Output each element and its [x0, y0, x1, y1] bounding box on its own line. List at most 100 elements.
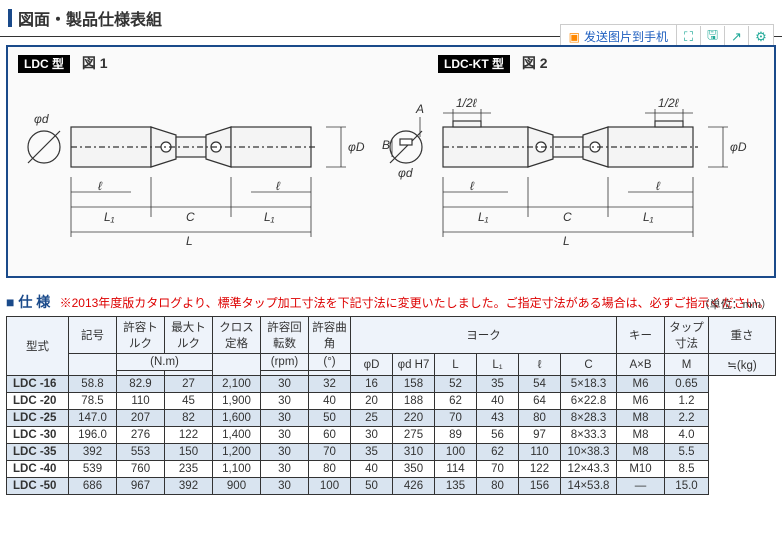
cell-value: 553: [117, 444, 165, 461]
cell-value: 350: [393, 461, 435, 478]
dim-phiD2: φD: [730, 140, 747, 154]
dim-L1c: L₁: [478, 210, 489, 224]
cell-value: 80: [477, 478, 519, 495]
cell-model: LDC -20: [7, 393, 69, 410]
table-row: LDC -5068696739290030100504261358015614×…: [7, 478, 776, 495]
cell-value: 135: [435, 478, 477, 495]
cell-value: 5×18.3: [561, 376, 617, 393]
spec-table: 型式 記号 許容トルク 最大トルク クロス定格 許容回転数 許容曲角 ヨーク キ…: [6, 316, 776, 495]
cell-value: 220: [393, 410, 435, 427]
cell-model: LDC -25: [7, 410, 69, 427]
cell-value: 35: [477, 376, 519, 393]
cell-value: 82.9: [117, 376, 165, 393]
cell-value: 760: [117, 461, 165, 478]
table-head: 型式 記号 許容トルク 最大トルク クロス定格 許容回転数 許容曲角 ヨーク キ…: [7, 317, 776, 376]
dim-phid2: φd: [398, 166, 413, 180]
cell-value: 8.5: [665, 461, 709, 478]
cell-value: 80: [519, 410, 561, 427]
cell-value: 156: [519, 478, 561, 495]
cell-value: 70: [477, 461, 519, 478]
page-title-text: 図面・製品仕様表組: [18, 6, 162, 30]
cell-value: 25: [351, 410, 393, 427]
cell-value: 1.2: [665, 393, 709, 410]
cell-value: 275: [393, 427, 435, 444]
h-model: 型式: [7, 317, 69, 376]
cell-value: 1,200: [213, 444, 261, 461]
h-y4: ℓ: [519, 354, 561, 376]
cell-value: 30: [261, 376, 309, 393]
cell-value: 310: [393, 444, 435, 461]
h-y5: C: [561, 354, 617, 376]
cell-value: 235: [165, 461, 213, 478]
h-cross: クロス定格: [213, 317, 261, 354]
cell-value: 392: [69, 444, 117, 461]
cell-value: 40: [477, 393, 519, 410]
h-y2: L: [435, 354, 477, 376]
cell-value: 15.0: [665, 478, 709, 495]
h-nm: (N.m): [117, 354, 213, 371]
cell-value: M6: [617, 376, 665, 393]
h-y1: φd H7: [393, 354, 435, 376]
dim-L: L: [186, 234, 193, 248]
cell-model: LDC -16: [7, 376, 69, 393]
h-deg: (°): [309, 354, 351, 371]
cell-value: 12×43.3: [561, 461, 617, 478]
dim-C2: C: [563, 210, 572, 224]
cell-value: 50: [309, 410, 351, 427]
cell-value: 1,400: [213, 427, 261, 444]
cell-value: M8: [617, 444, 665, 461]
cell-value: 1,100: [213, 461, 261, 478]
cell-value: 30: [261, 444, 309, 461]
cell-value: 100: [309, 478, 351, 495]
cell-value: 30: [261, 461, 309, 478]
cell-value: 1,900: [213, 393, 261, 410]
dim-l2b: ℓ: [656, 179, 661, 193]
cell-value: 2,100: [213, 376, 261, 393]
cell-value: M8: [617, 427, 665, 444]
dim-B: B: [382, 138, 390, 152]
cell-value: 188: [393, 393, 435, 410]
table-row: LDC -405397602351,1003080403501147012212…: [7, 461, 776, 478]
cell-value: 54: [519, 376, 561, 393]
cell-value: 196.0: [69, 427, 117, 444]
cell-value: 70: [435, 410, 477, 427]
spec-section: ■ 仕 様 ※2013年度版カタログより、標準タップ加工寸法を下記寸法に変更いた…: [6, 292, 776, 495]
cell-value: 122: [165, 427, 213, 444]
cell-value: 30: [261, 410, 309, 427]
cell-value: 1,600: [213, 410, 261, 427]
h-symbol: 記号: [69, 317, 117, 354]
dim-L2: L: [563, 234, 570, 248]
h-y0: φD: [351, 354, 393, 376]
ldc-badge: LDC 型: [18, 55, 70, 73]
cell-value: 158: [393, 376, 435, 393]
diagram-ldc: φd ℓ ℓ L₁ L₁ C L φD: [16, 77, 376, 272]
cell-value: 0.65: [665, 376, 709, 393]
cell-value: 50: [351, 478, 393, 495]
table-body: LDC -1658.882.9272,1003032161585235545×1…: [7, 376, 776, 495]
cell-value: 30: [351, 427, 393, 444]
dim-L1b: L₁: [264, 210, 275, 224]
h-yoke: ヨーク: [351, 317, 617, 354]
cell-value: 147.0: [69, 410, 117, 427]
h-y3: L₁: [477, 354, 519, 376]
mobile-icon: ▣: [569, 30, 580, 44]
dim-l1b: ℓ: [470, 179, 475, 193]
spec-note: ※2013年度版カタログより、標準タップ加工寸法を下記寸法に変更いたしました。ご…: [60, 296, 770, 310]
h-tap: タップ寸法: [665, 317, 709, 354]
cell-value: 207: [117, 410, 165, 427]
table-row: LDC -1658.882.9272,1003032161585235545×1…: [7, 376, 776, 393]
table-row: LDC -353925531501,2003070353101006211010…: [7, 444, 776, 461]
cell-value: 30: [261, 478, 309, 495]
cell-value: 32: [309, 376, 351, 393]
h-tq: 許容トルク: [117, 317, 165, 354]
ldc-kt-badge: LDC-KT 型: [438, 55, 510, 73]
table-row: LDC -30196.02761221,4003060302758956978×…: [7, 427, 776, 444]
diagram-ldc-kt: A B φd 1/2ℓ 1/2ℓ ℓ ℓ L₁ L₁ C L φD: [378, 77, 768, 272]
cell-value: 967: [117, 478, 165, 495]
cell-value: 539: [69, 461, 117, 478]
dim-phid: φd: [34, 112, 49, 126]
h-wt: 重さ: [709, 317, 776, 354]
cell-value: 16: [351, 376, 393, 393]
h-rpm: 許容回転数: [261, 317, 309, 354]
cell-value: M8: [617, 410, 665, 427]
